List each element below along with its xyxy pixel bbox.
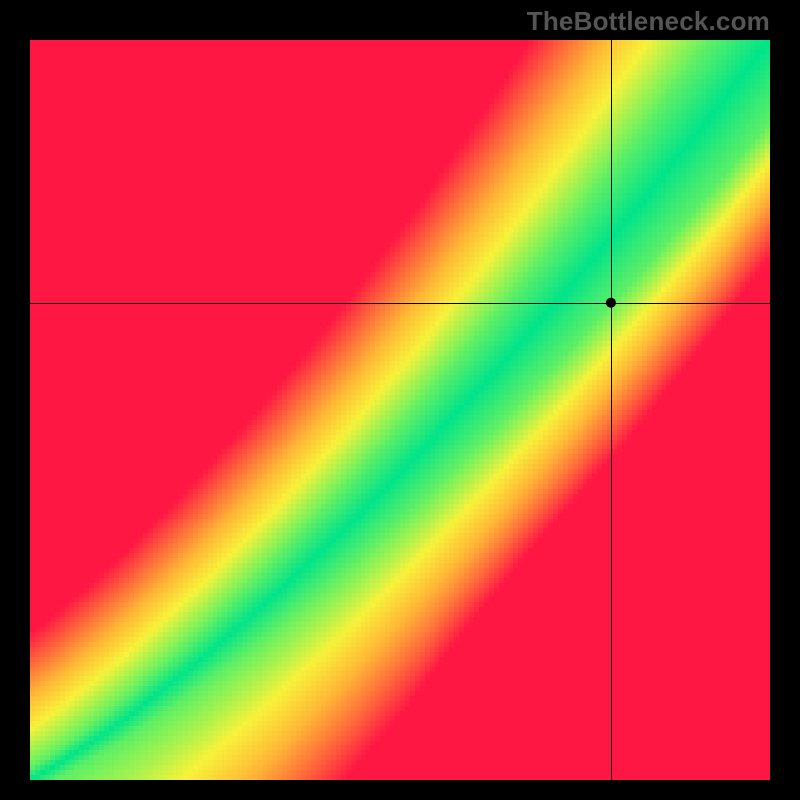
watermark-text: TheBottleneck.com (527, 6, 770, 37)
bottleneck-heatmap (30, 40, 770, 780)
chart-container: { "watermark": { "text": "TheBottleneck.… (0, 0, 800, 800)
